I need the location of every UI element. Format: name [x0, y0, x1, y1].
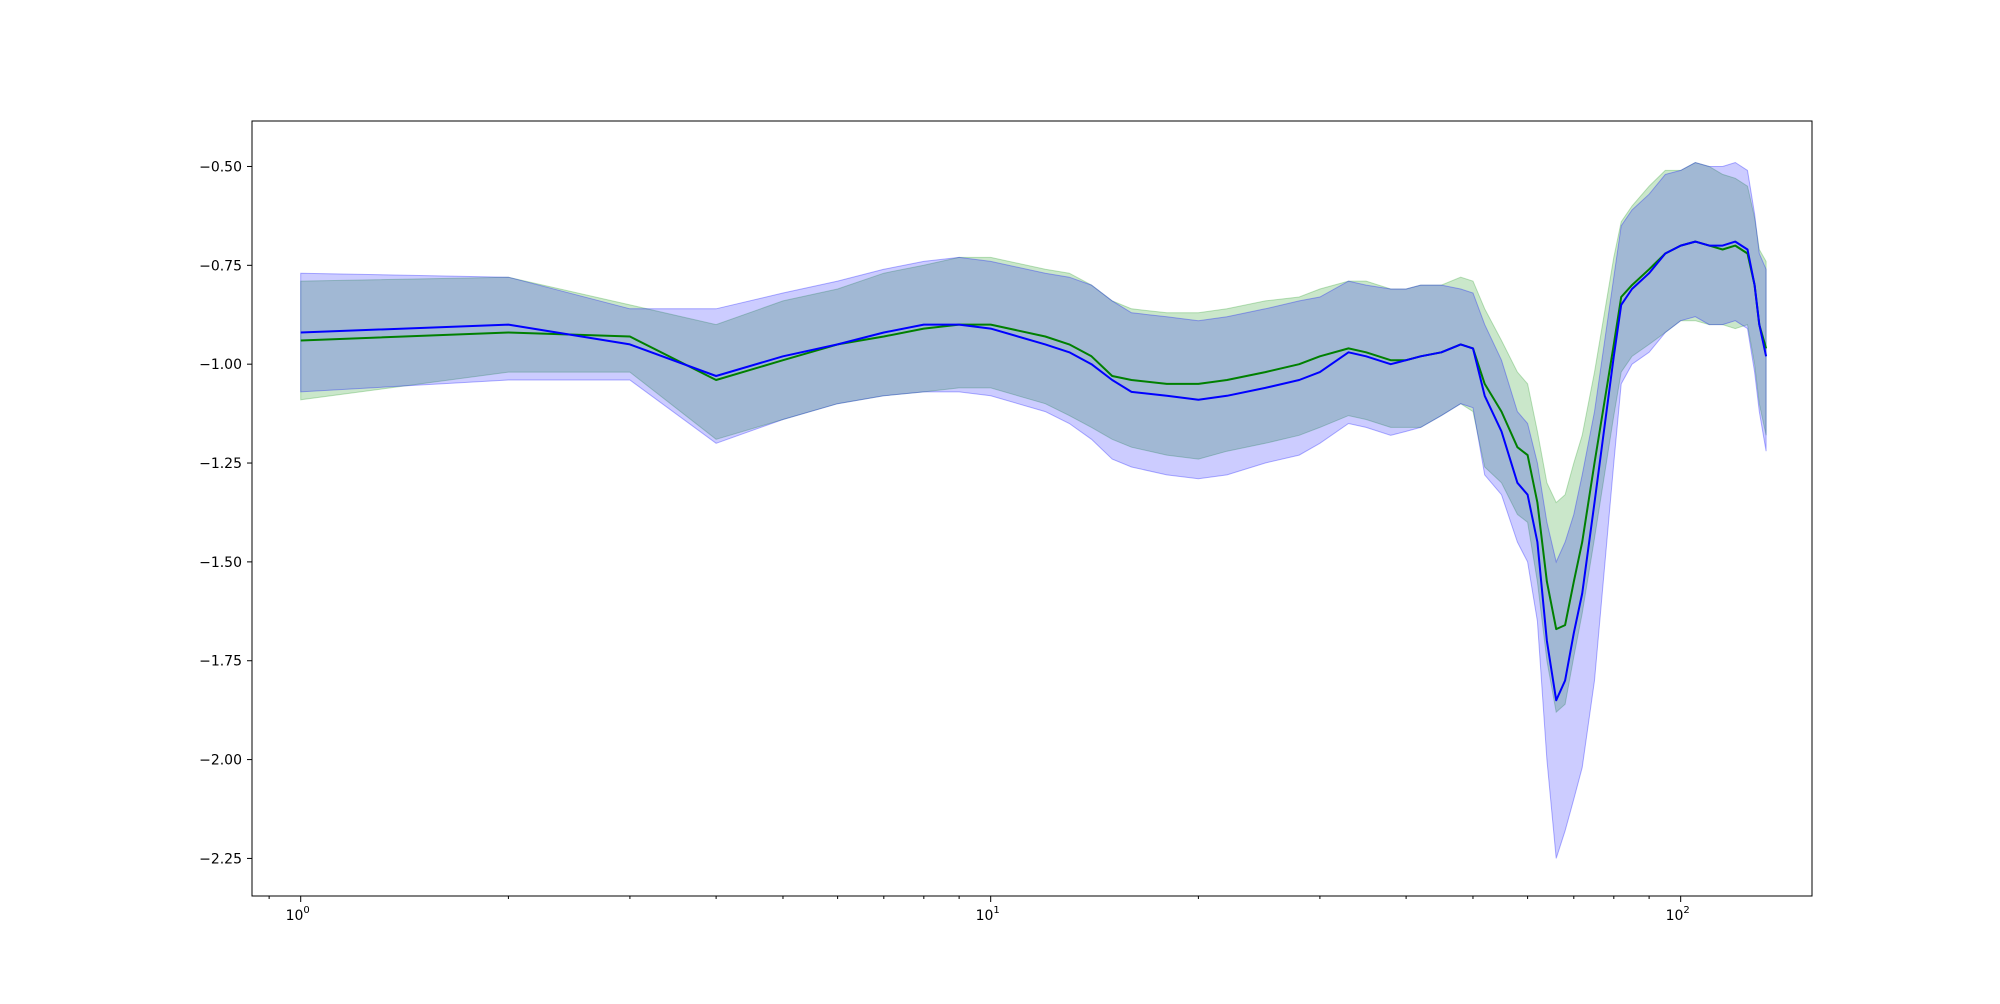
y-tick-label: −2.00 [199, 753, 242, 769]
y-tick-label: −1.25 [199, 456, 242, 472]
y-tick-label: −1.75 [199, 654, 242, 670]
x-axis: 100 101 102 [268, 896, 1690, 924]
series-lines [300, 240, 1768, 702]
confidence-bands [300, 161, 1767, 859]
y-axis: −0.50 −0.75 −1.00 −1.25 −1.50 −1.75 −2.00 −2.25 [199, 159, 252, 867]
y-tick-label: −2.25 [199, 851, 242, 867]
y-tick-label: −0.50 [199, 159, 242, 175]
y-tick-label: −0.75 [199, 258, 242, 274]
x-tick-label: 102 [1666, 905, 1690, 924]
x-tick-label: 100 [286, 905, 310, 924]
plot-area-frame [251, 120, 1813, 897]
x-tick-label: 101 [976, 905, 1000, 924]
y-tick-label: −1.00 [199, 357, 242, 373]
series-2-band [300, 161, 1767, 859]
y-tick-label: −1.50 [199, 555, 242, 571]
series-2-line [300, 240, 1768, 702]
series-1-band [300, 161, 1767, 714]
